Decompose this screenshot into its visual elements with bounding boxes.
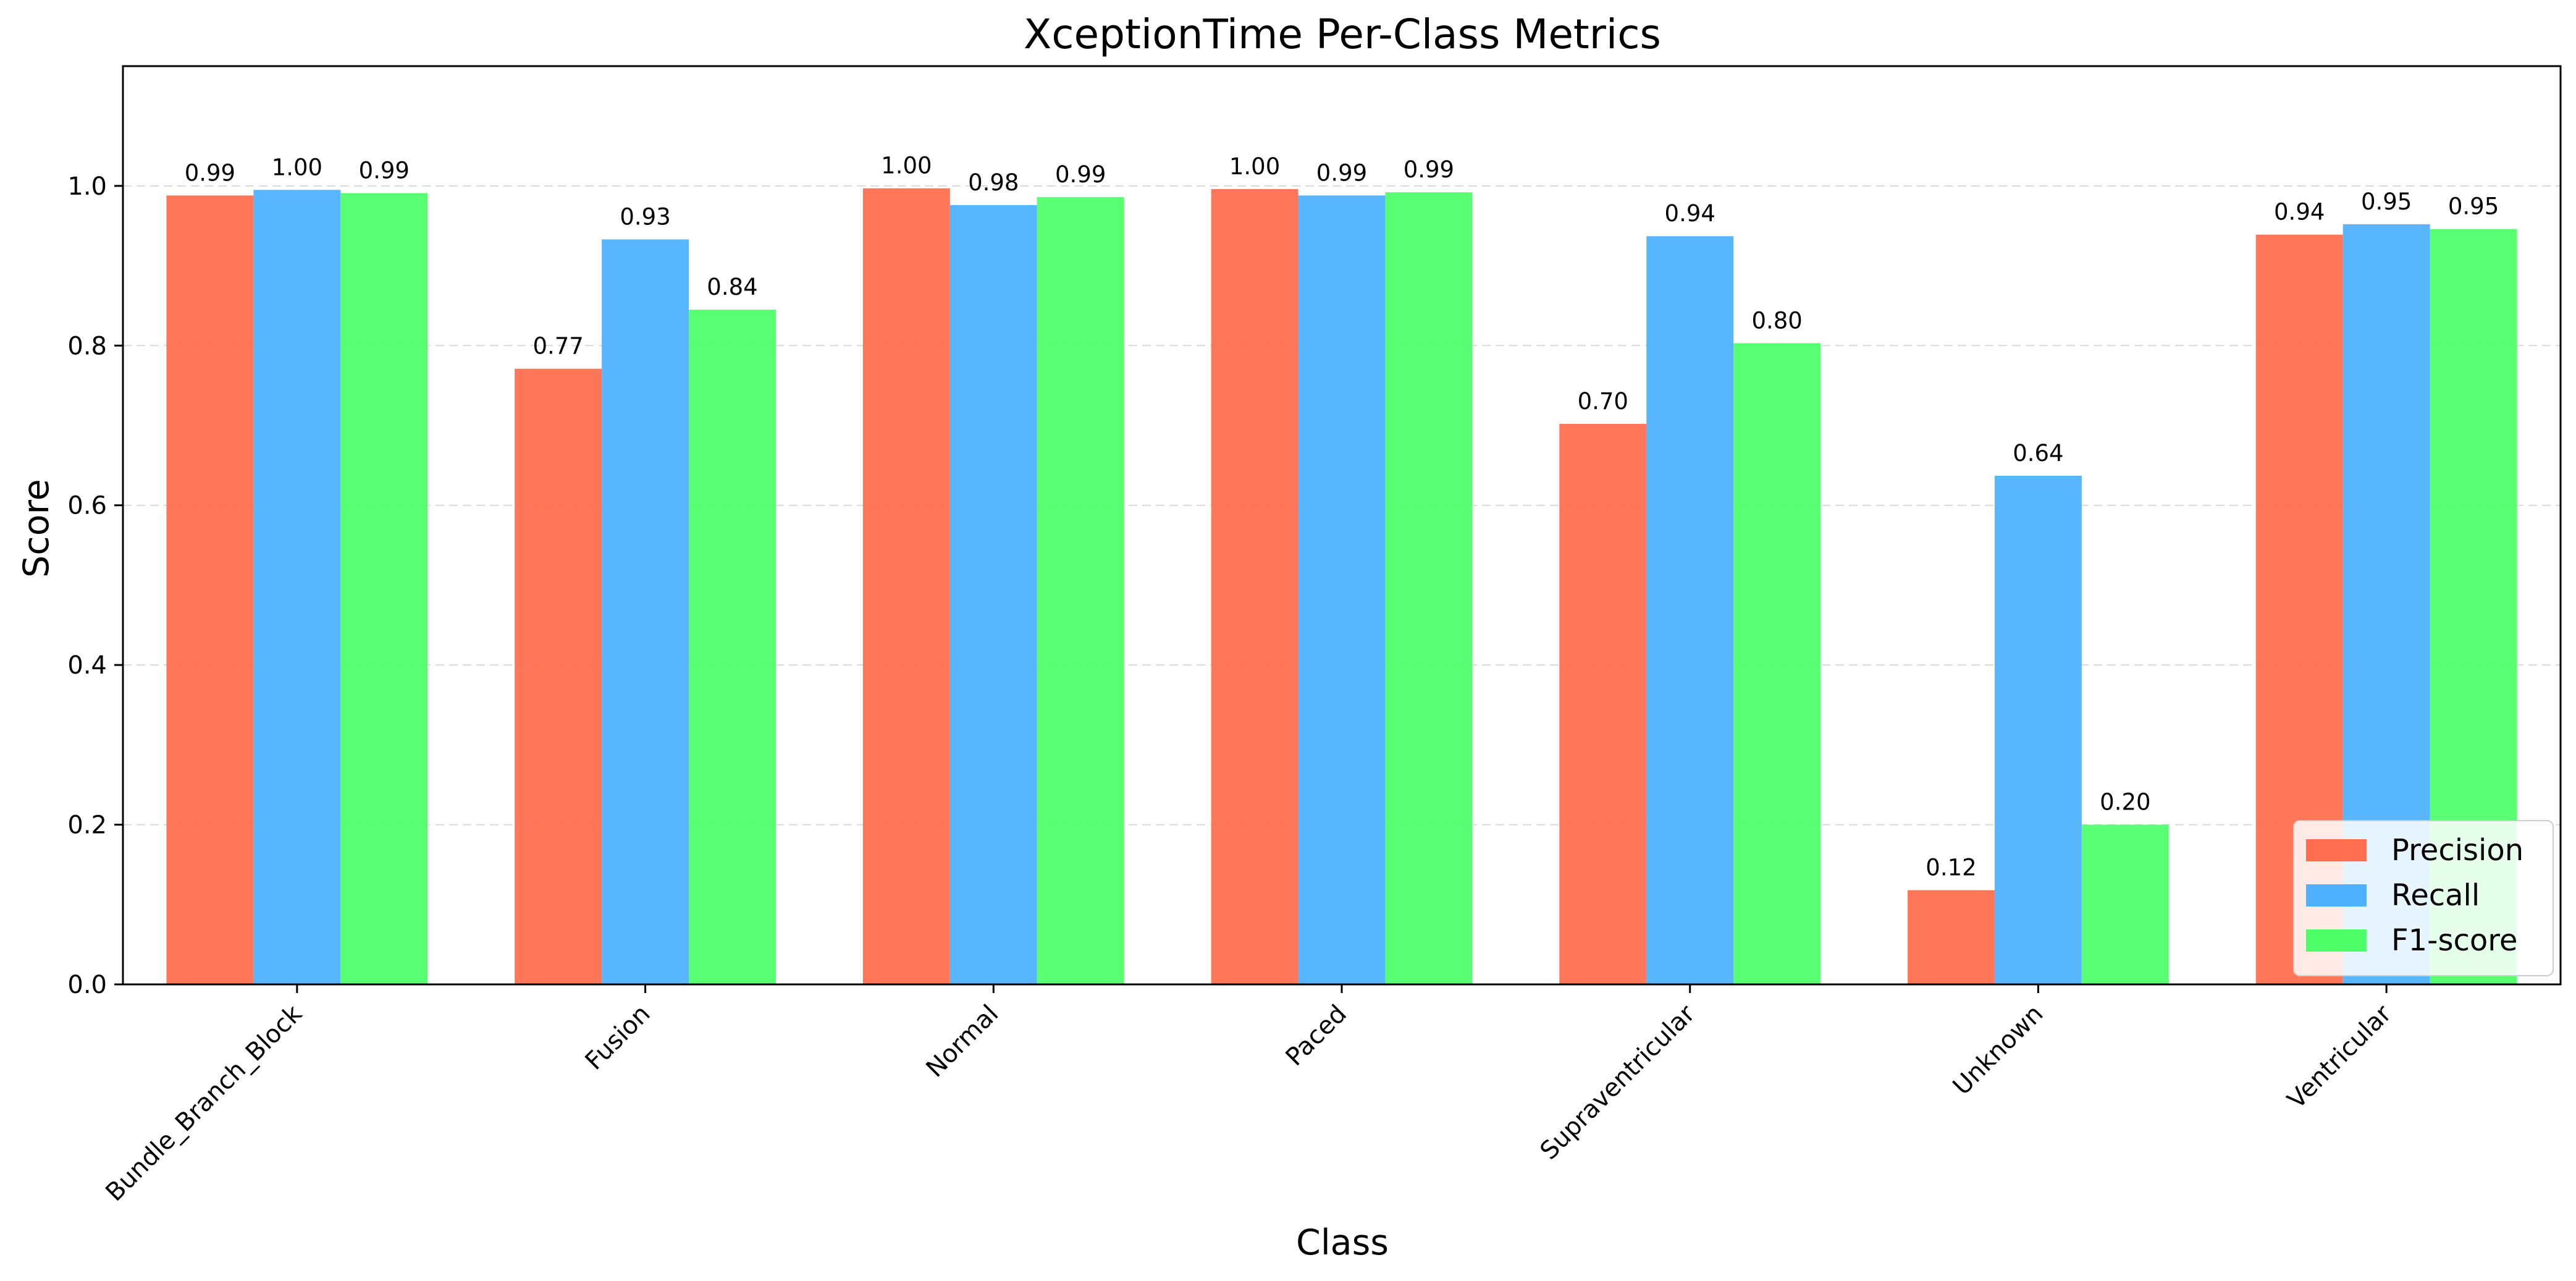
bar-value-label: 0.84 [707, 274, 757, 300]
bar-precision-paced [1211, 188, 1299, 985]
bar-precision-unknown [1908, 890, 1995, 984]
bar-recall-unknown [1994, 475, 2082, 984]
chart-title: XceptionTime Per-Class Metrics [1024, 11, 1661, 58]
bar-recall-normal [949, 205, 1037, 984]
bar-value-label: 0.99 [1055, 161, 1106, 188]
bar-recall-supraventricular [1646, 236, 1734, 984]
bar-value-label: 0.20 [2100, 789, 2150, 816]
legend: Precision Recall F1-score [2293, 820, 2554, 976]
bar-value-label: 0.94 [1665, 200, 1715, 227]
bar-value-label: 0.77 [532, 333, 583, 360]
x-tick-label: Fusion [580, 1000, 656, 1076]
bar-value-label: 1.00 [1229, 153, 1280, 180]
bar-precision-fusion [515, 368, 602, 984]
bar-recall-bundle_branch_block [253, 190, 341, 984]
y-axis-label: Score [16, 479, 57, 578]
legend-swatch-precision [2306, 839, 2367, 861]
x-tick-label: Ventricular [2282, 999, 2397, 1114]
legend-swatch-recall [2306, 884, 2367, 907]
y-tick-label: 0.0 [67, 971, 107, 999]
bar-value-label: 0.95 [2361, 188, 2412, 215]
bar-value-label: 0.12 [1926, 855, 1976, 881]
bar-value-label: 0.70 [1578, 388, 1628, 415]
bar-f1-score-paced [1385, 192, 1473, 985]
y-tick-label: 1.0 [67, 172, 107, 201]
bar-value-label: 0.80 [1751, 307, 1802, 334]
bar-f1-score-fusion [689, 310, 776, 984]
x-tick-label: Paced [1281, 1000, 1353, 1072]
bar-value-label: 0.93 [620, 203, 670, 230]
bar-value-label: 0.99 [359, 157, 410, 184]
bar-value-label: 0.99 [1404, 156, 1454, 183]
legend-label: Precision [2391, 833, 2523, 868]
y-tick-label: 0.4 [67, 651, 107, 680]
bars [166, 188, 2517, 985]
x-axis-label: Class [1296, 1222, 1389, 1263]
bar-recall-paced [1298, 195, 1386, 985]
legend-label: F1-score [2391, 923, 2517, 958]
y-axis-ticks: 0.0 0.2 0.4 0.6 0.8 1.0 [67, 172, 123, 999]
bar-value-labels: 0.99 0.77 1.00 1.00 0.70 0.12 0.94 1.00 0.93 0.98… [185, 153, 2499, 881]
bar-f1-score-normal [1037, 197, 1124, 985]
bar-f1-score-supraventricular [1733, 343, 1821, 985]
legend-swatch-f1-score [2306, 929, 2367, 952]
bar-value-label: 0.94 [2274, 199, 2325, 226]
bar-precision-bundle_branch_block [166, 195, 254, 985]
x-tick-label: Unknown [1948, 1000, 2049, 1101]
bar-value-label: 0.99 [185, 159, 235, 186]
bar-precision-supraventricular [1559, 423, 1647, 984]
bar-value-label: 1.00 [272, 154, 322, 180]
legend-label: Recall [2391, 878, 2480, 913]
bar-value-label: 0.99 [1316, 159, 1367, 186]
x-tick-label: Supraventricular [1535, 999, 1701, 1165]
bar-recall-fusion [602, 239, 689, 984]
bar-precision-normal [862, 188, 950, 984]
bar-value-label: 1.00 [881, 153, 932, 179]
y-tick-label: 0.2 [67, 811, 107, 840]
y-tick-label: 0.8 [67, 332, 107, 360]
bar-f1-score-unknown [2081, 824, 2169, 984]
x-tick-label: Normal [920, 1000, 1004, 1083]
y-tick-label: 0.6 [67, 492, 107, 520]
bar-value-label: 0.64 [2013, 440, 2063, 467]
bar-f1-score-bundle_branch_block [340, 193, 428, 984]
bar-value-label: 0.95 [2448, 193, 2499, 220]
x-axis-ticks: Bundle_Branch_Block Fusion Normal Paced Supr… [100, 984, 2397, 1207]
x-tick-label: Bundle_Branch_Block [100, 999, 308, 1207]
bar-value-label: 0.98 [968, 169, 1019, 196]
